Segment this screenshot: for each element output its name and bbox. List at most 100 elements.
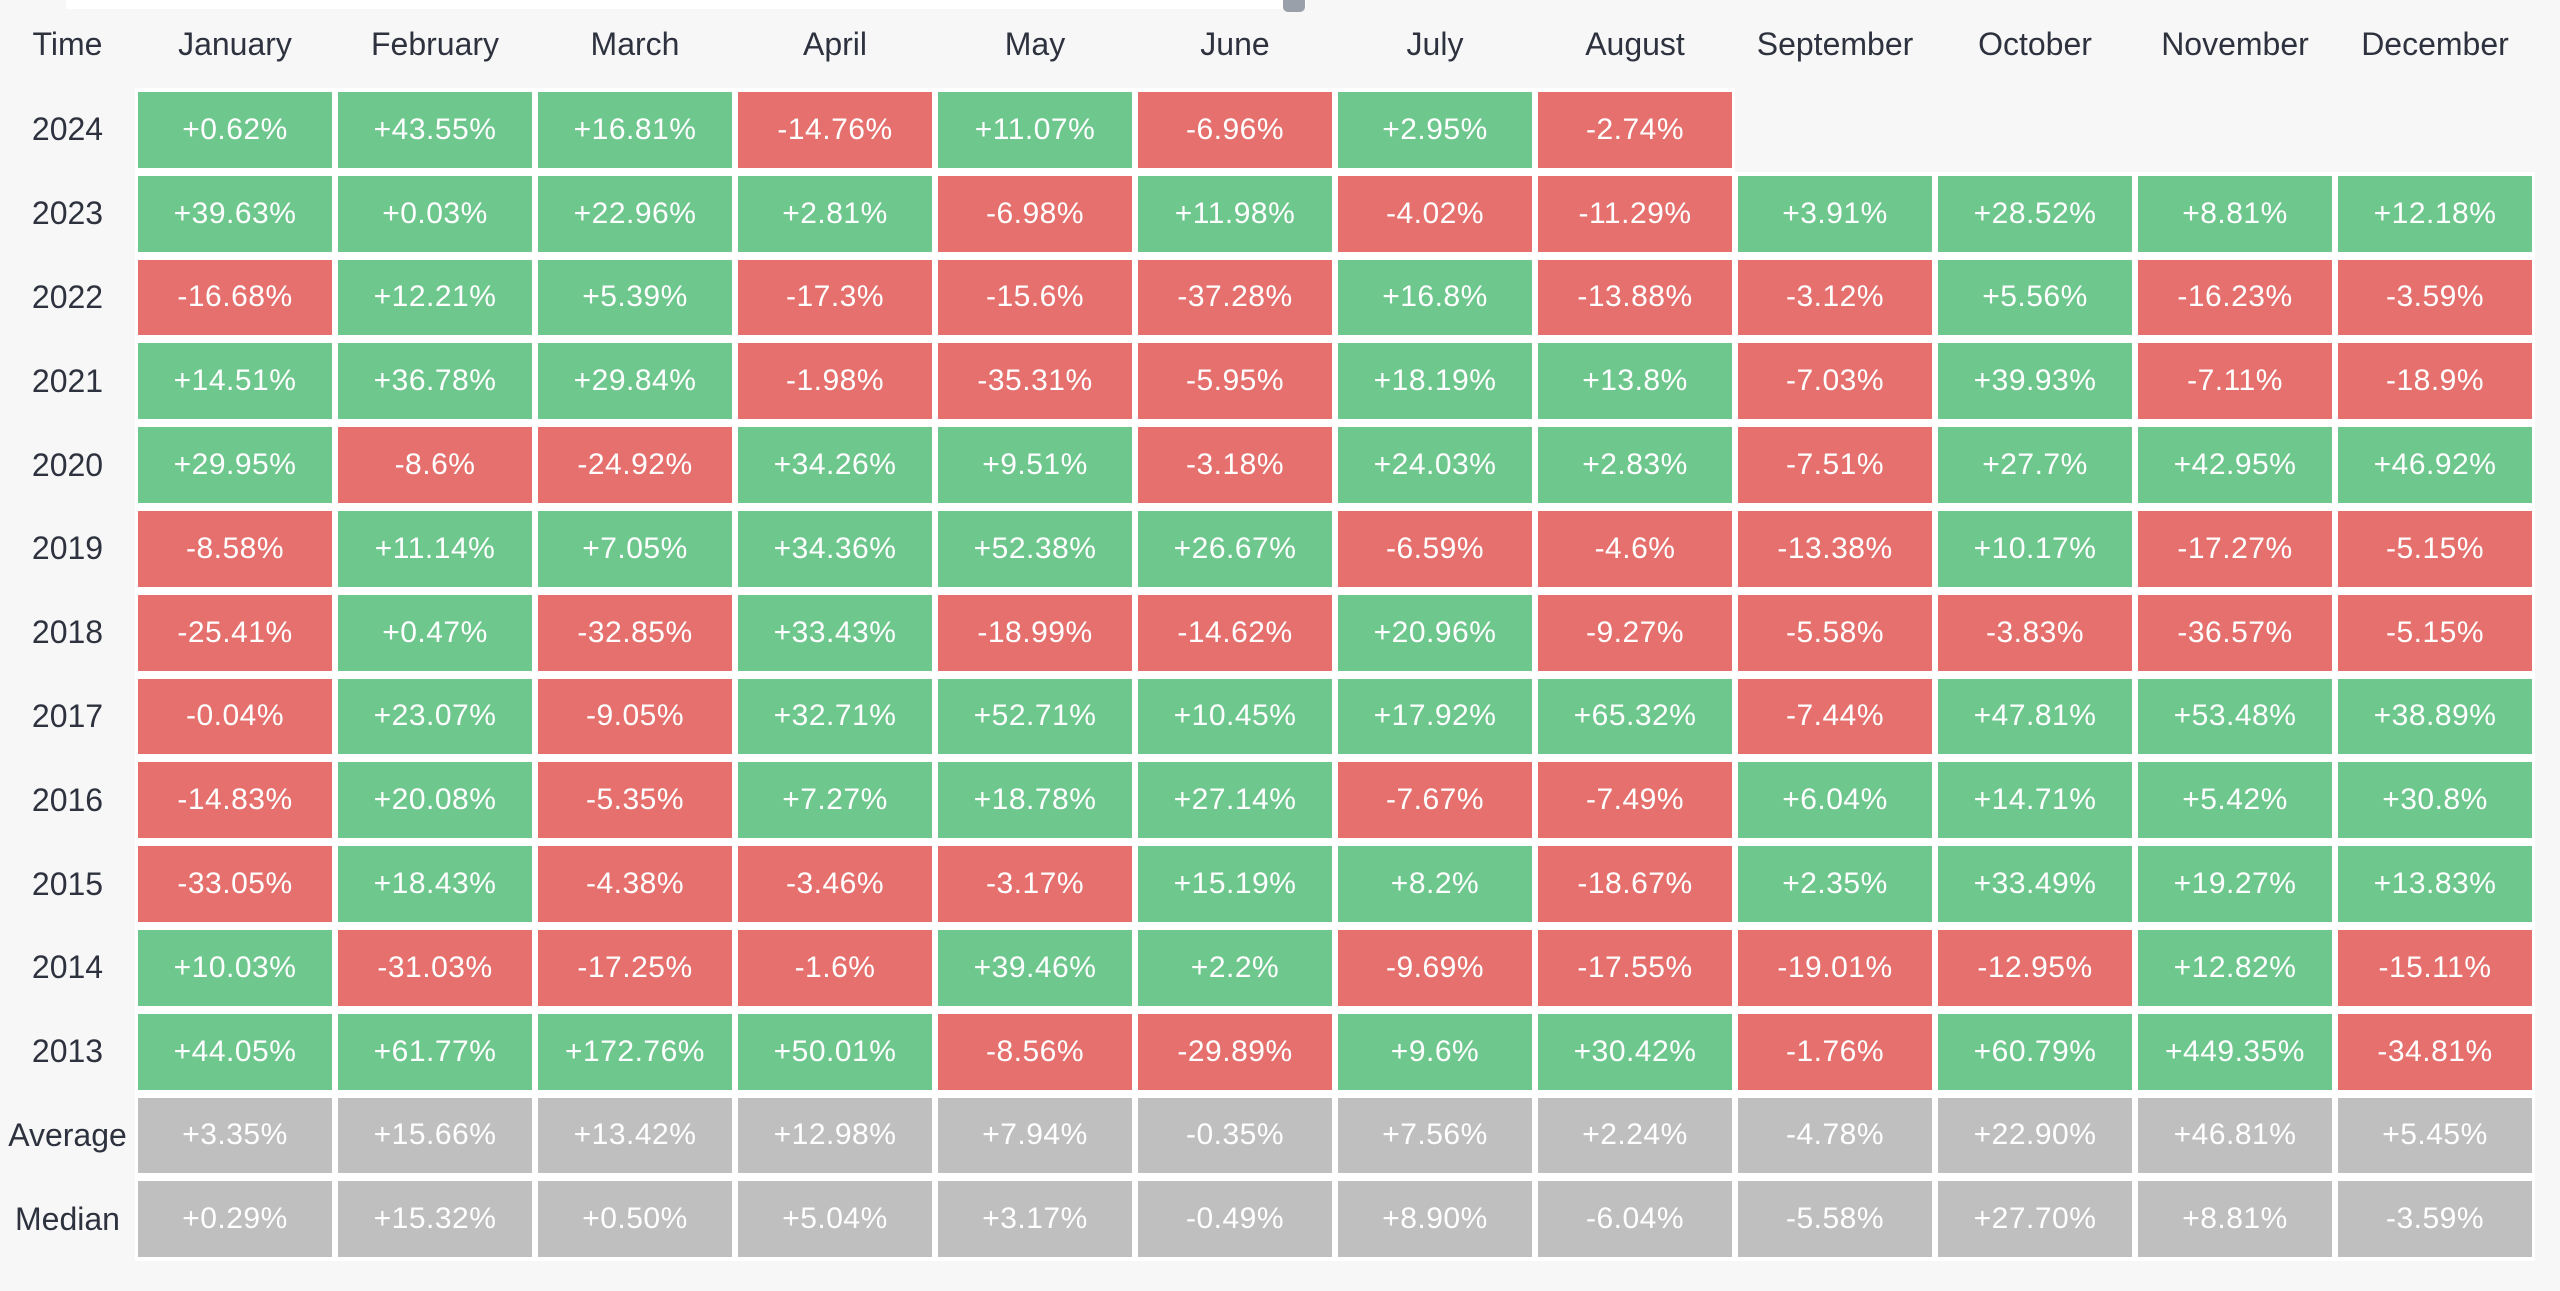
return-cell: +24.03% bbox=[1335, 423, 1535, 507]
return-cell: -8.6% bbox=[335, 423, 535, 507]
return-value: -3.12% bbox=[1735, 255, 1935, 340]
month-header-july: July bbox=[1406, 25, 1464, 62]
return-value: +2.81% bbox=[735, 171, 935, 256]
row-label-2015: 2015 bbox=[31, 865, 104, 902]
return-cell: -6.59% bbox=[1335, 506, 1535, 591]
month-header-march: March bbox=[590, 25, 680, 62]
return-cell: +26.67% bbox=[1135, 506, 1335, 591]
return-cell: +2.35% bbox=[1735, 842, 1935, 926]
return-cell: +2.81% bbox=[735, 171, 935, 256]
return-cell: -7.44% bbox=[1735, 674, 1935, 759]
return-value: -3.17% bbox=[935, 842, 1135, 926]
return-value: +7.94% bbox=[935, 1093, 1135, 1178]
return-cell: +15.66% bbox=[335, 1093, 535, 1178]
return-value: -2.74% bbox=[1535, 88, 1735, 172]
return-cell: -5.95% bbox=[1135, 339, 1335, 424]
return-cell: -29.89% bbox=[1135, 1009, 1335, 1094]
return-value: -12.95% bbox=[1935, 925, 2135, 1010]
row-label-2023: 2023 bbox=[31, 195, 104, 232]
return-value: +29.84% bbox=[535, 339, 735, 424]
return-cell: +10.03% bbox=[135, 925, 335, 1010]
return-value: -0.35% bbox=[1135, 1093, 1335, 1178]
return-cell: +0.47% bbox=[335, 590, 535, 675]
return-cell: +38.89% bbox=[2335, 674, 2535, 759]
return-value: +14.51% bbox=[135, 339, 335, 424]
return-cell: +12.82% bbox=[2135, 925, 2335, 1010]
return-cell: -13.88% bbox=[1535, 255, 1735, 340]
return-value: +9.6% bbox=[1335, 1009, 1535, 1094]
return-value: -19.01% bbox=[1735, 925, 1935, 1010]
return-cell: +5.39% bbox=[535, 255, 735, 340]
return-value: -9.05% bbox=[535, 674, 735, 759]
empty-cell bbox=[1935, 88, 2135, 172]
return-value: -5.15% bbox=[2335, 590, 2535, 675]
return-cell: +30.8% bbox=[2335, 758, 2535, 843]
return-value: +449.35% bbox=[2135, 1009, 2335, 1094]
return-cell: -35.31% bbox=[935, 339, 1135, 424]
return-cell: -5.58% bbox=[1735, 590, 1935, 675]
return-cell: +2.24% bbox=[1535, 1093, 1735, 1178]
return-cell: -5.58% bbox=[1735, 1177, 1935, 1262]
return-value: +15.66% bbox=[335, 1093, 535, 1178]
return-cell: +17.92% bbox=[1335, 674, 1535, 759]
return-value: +5.04% bbox=[735, 1177, 935, 1262]
return-cell: +47.81% bbox=[1935, 674, 2135, 759]
return-value: +7.05% bbox=[535, 506, 735, 591]
return-cell: +22.90% bbox=[1935, 1093, 2135, 1178]
return-cell: -9.69% bbox=[1335, 925, 1535, 1010]
return-cell: +13.83% bbox=[2335, 842, 2535, 926]
return-cell: -4.78% bbox=[1735, 1093, 1935, 1178]
return-value: -5.15% bbox=[2335, 506, 2535, 591]
return-value: +22.96% bbox=[535, 171, 735, 256]
return-cell: +13.8% bbox=[1535, 339, 1735, 424]
return-cell: -7.51% bbox=[1735, 423, 1935, 507]
return-value: -7.11% bbox=[2135, 339, 2335, 424]
return-value: -35.31% bbox=[935, 339, 1135, 424]
return-value: +24.03% bbox=[1335, 423, 1535, 507]
return-value: +52.71% bbox=[935, 674, 1135, 759]
return-value: +30.8% bbox=[2335, 758, 2535, 843]
return-value: +3.35% bbox=[135, 1093, 335, 1178]
return-value: -15.6% bbox=[935, 255, 1135, 340]
return-cell: -15.6% bbox=[935, 255, 1135, 340]
return-value: +10.45% bbox=[1135, 674, 1335, 759]
return-value: +12.18% bbox=[2335, 171, 2535, 256]
empty-cell bbox=[2135, 88, 2335, 172]
return-value: +5.42% bbox=[2135, 758, 2335, 843]
return-value: -5.58% bbox=[1735, 590, 1935, 675]
return-cell: +12.18% bbox=[2335, 171, 2535, 256]
return-value: -4.02% bbox=[1335, 171, 1535, 256]
return-value: +14.71% bbox=[1935, 758, 2135, 843]
row-label-2024: 2024 bbox=[31, 111, 104, 148]
return-value: -7.51% bbox=[1735, 423, 1935, 507]
return-cell: +30.42% bbox=[1535, 1009, 1735, 1094]
return-cell: -0.49% bbox=[1135, 1177, 1335, 1262]
return-value: -14.62% bbox=[1135, 590, 1335, 675]
return-cell: -2.74% bbox=[1535, 88, 1735, 172]
return-cell: -3.12% bbox=[1735, 255, 1935, 340]
return-value: -0.49% bbox=[1135, 1177, 1335, 1262]
return-value: -24.92% bbox=[535, 423, 735, 507]
return-value: +42.95% bbox=[2135, 423, 2335, 507]
return-cell: +14.51% bbox=[135, 339, 335, 424]
return-cell: -33.05% bbox=[135, 842, 335, 926]
return-cell: +10.45% bbox=[1135, 674, 1335, 759]
month-header-february: February bbox=[370, 25, 500, 62]
return-value: -34.81% bbox=[2335, 1009, 2535, 1094]
return-value: -6.98% bbox=[935, 171, 1135, 256]
return-value: +61.77% bbox=[335, 1009, 535, 1094]
scrollbar-thumb[interactable] bbox=[1283, 0, 1305, 12]
return-cell: -0.35% bbox=[1135, 1093, 1335, 1178]
return-cell: -5.35% bbox=[535, 758, 735, 843]
return-value: +11.98% bbox=[1135, 171, 1335, 256]
return-cell: +2.2% bbox=[1135, 925, 1335, 1010]
return-cell: -1.76% bbox=[1735, 1009, 1935, 1094]
return-cell: -7.67% bbox=[1335, 758, 1535, 843]
return-cell: +2.83% bbox=[1535, 423, 1735, 507]
row-label-2013: 2013 bbox=[31, 1033, 104, 1070]
return-value: -4.78% bbox=[1735, 1093, 1935, 1178]
return-cell: -18.99% bbox=[935, 590, 1135, 675]
return-value: +11.07% bbox=[935, 88, 1135, 172]
return-cell: +27.14% bbox=[1135, 758, 1335, 843]
return-value: +17.92% bbox=[1335, 674, 1535, 759]
